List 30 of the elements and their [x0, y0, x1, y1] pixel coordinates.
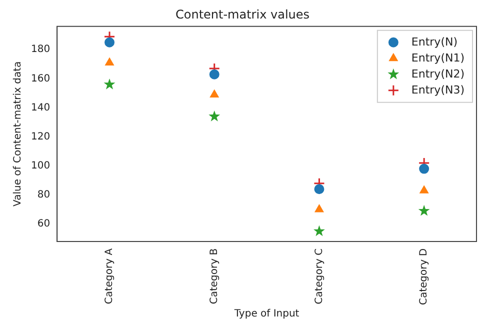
point [314, 184, 324, 194]
point [209, 69, 220, 80]
y-tick-label: 120 [30, 131, 50, 142]
legend-label: Entry(N1) [411, 51, 464, 64]
x-tick-label: Category C [314, 248, 325, 304]
y-tick-label: 80 [37, 190, 50, 201]
point [419, 164, 430, 174]
x-axis-title: Type of Input [233, 308, 300, 320]
y-tick-label: 180 [30, 44, 50, 56]
x-tick-label: Category B [208, 248, 220, 304]
y-tick-label: 60 [37, 218, 50, 230]
point [208, 110, 220, 122]
point [420, 186, 428, 194]
point [314, 225, 325, 236]
point [104, 37, 115, 48]
point [210, 90, 219, 98]
y-tick-label: 140 [30, 102, 50, 114]
y-tick-label: 160 [30, 73, 50, 84]
point [105, 58, 114, 66]
x-tick-label: Category A [104, 248, 116, 304]
legend-label: Entry(N2) [411, 67, 464, 80]
legend-label: Entry(N3) [411, 83, 464, 96]
x-tick-label: Category D [418, 248, 430, 306]
y-axis-title: Value of Content-matrix data [12, 61, 24, 206]
point [418, 204, 430, 216]
chart-title: Content-matrix values [175, 7, 310, 22]
legend-label: Entry(N) [411, 35, 458, 48]
point [104, 78, 116, 90]
point [314, 204, 324, 212]
y-tick-label: 100 [30, 160, 50, 172]
